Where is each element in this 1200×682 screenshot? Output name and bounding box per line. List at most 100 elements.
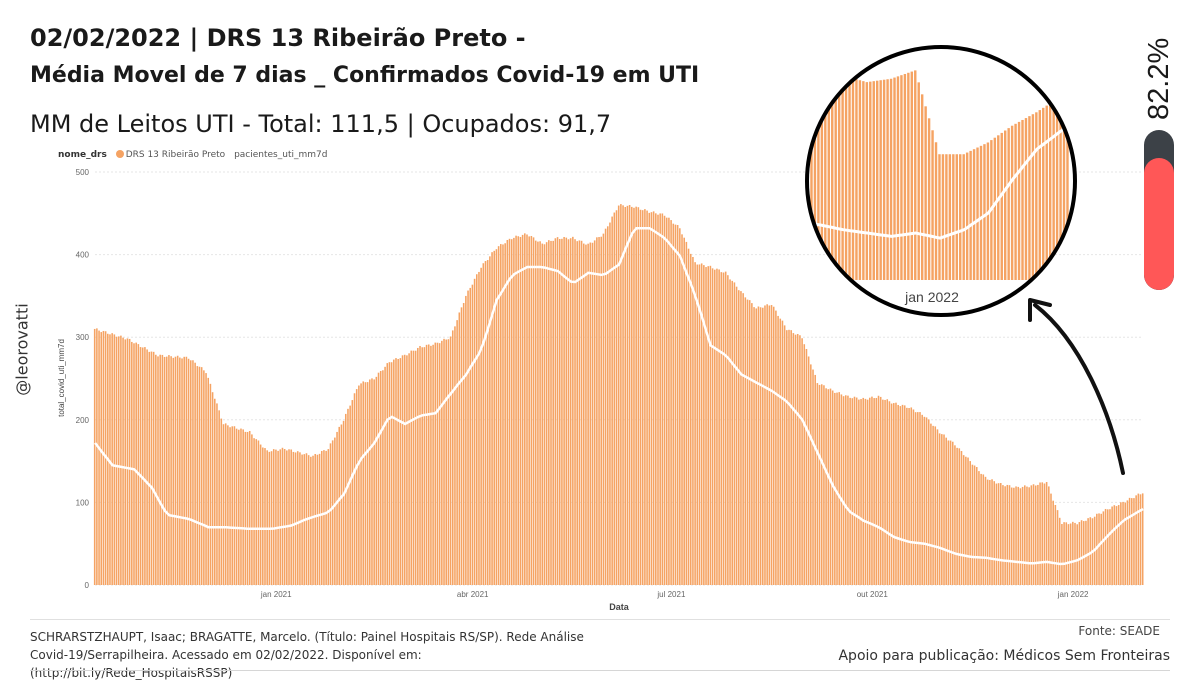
bar [713, 269, 716, 585]
zoom-bar [938, 154, 941, 280]
y-tick-label: 500 [76, 168, 90, 177]
x-tick-label: jan 2022 [1057, 590, 1089, 599]
bar [417, 347, 419, 585]
bar [460, 307, 463, 585]
bar [1054, 504, 1057, 585]
bar [1002, 485, 1004, 585]
zoom-bar [914, 70, 917, 280]
bottom-divider [30, 670, 1170, 671]
zoom-content: jan 2022 [810, 52, 1069, 305]
zoom-bar [917, 82, 920, 280]
bar [495, 249, 498, 585]
bar [897, 404, 899, 585]
beds-summary: MM de Leitos UTI - Total: 111,5 | Ocupad… [30, 110, 612, 138]
bar [364, 382, 367, 585]
bar [703, 265, 705, 585]
zoom-bar [1028, 116, 1031, 280]
bar [205, 373, 207, 585]
bar [491, 252, 493, 585]
bar [165, 356, 168, 585]
bar [899, 406, 902, 585]
bar [323, 450, 325, 585]
bar [648, 212, 651, 585]
bar [805, 348, 808, 585]
zoom-bar [965, 152, 969, 280]
bar [906, 407, 908, 585]
bar [871, 396, 873, 585]
zoom-bar [855, 79, 858, 280]
zoom-line [811, 124, 1069, 240]
bar [665, 217, 668, 585]
bar [600, 236, 603, 585]
chart-legend: nome_drs DRS 13 Ribeirão Preto pacientes… [58, 150, 327, 160]
bar [622, 205, 624, 585]
zoom-arrow-head [1028, 298, 1052, 322]
x-axis-label: Data [609, 602, 630, 612]
bar [803, 344, 806, 585]
bar [277, 450, 279, 585]
bar [794, 334, 797, 585]
bar [327, 449, 330, 585]
zoom-bar [813, 57, 817, 281]
bar [1130, 498, 1133, 585]
bar [299, 452, 301, 585]
bar [240, 428, 242, 585]
zoom-bar [837, 73, 841, 280]
zoom-bar [869, 81, 872, 280]
zoom-bar [824, 65, 827, 280]
bar [628, 205, 631, 585]
bar [1106, 509, 1109, 585]
bar [764, 305, 766, 585]
bar [709, 265, 712, 585]
bar [1076, 524, 1078, 585]
bar [1074, 522, 1076, 585]
y-tick-label: 100 [76, 498, 90, 507]
bar [1013, 487, 1015, 585]
bar [1087, 518, 1089, 585]
zoom-bar [1052, 101, 1055, 280]
bar [386, 363, 389, 585]
bar [272, 449, 275, 585]
bar [655, 213, 657, 585]
bar [792, 333, 795, 585]
bar [432, 344, 434, 585]
bar [148, 351, 151, 585]
bar [318, 453, 321, 585]
bar [168, 355, 170, 585]
bar [259, 444, 262, 585]
bar [379, 370, 382, 585]
bar [1122, 501, 1124, 585]
bar [181, 358, 183, 585]
bar [849, 397, 851, 585]
bar [879, 396, 882, 585]
bar [934, 426, 937, 585]
bar [534, 240, 537, 585]
bar [796, 333, 799, 585]
bar [371, 378, 373, 585]
chart-title: 02/02/2022 | DRS 13 Ribeirão Preto - [30, 24, 526, 52]
zoom-bar [834, 71, 837, 280]
bar [198, 366, 201, 585]
bar [851, 398, 854, 585]
bar [449, 336, 452, 585]
bar [637, 207, 640, 585]
bar [1050, 493, 1052, 585]
bar [659, 213, 661, 585]
bar [1032, 484, 1035, 585]
bar [816, 383, 819, 585]
bar [960, 451, 963, 585]
zoom-bar [1035, 112, 1038, 280]
bar [262, 447, 264, 585]
bar [126, 338, 129, 585]
bar [674, 224, 677, 585]
bar [266, 450, 268, 585]
bar [524, 233, 526, 586]
bar [1043, 483, 1046, 585]
bar [650, 212, 653, 586]
bar [517, 236, 520, 586]
bar [489, 256, 491, 585]
bar [836, 392, 838, 585]
bar [965, 456, 967, 585]
bar [882, 399, 884, 585]
bar [980, 473, 982, 585]
